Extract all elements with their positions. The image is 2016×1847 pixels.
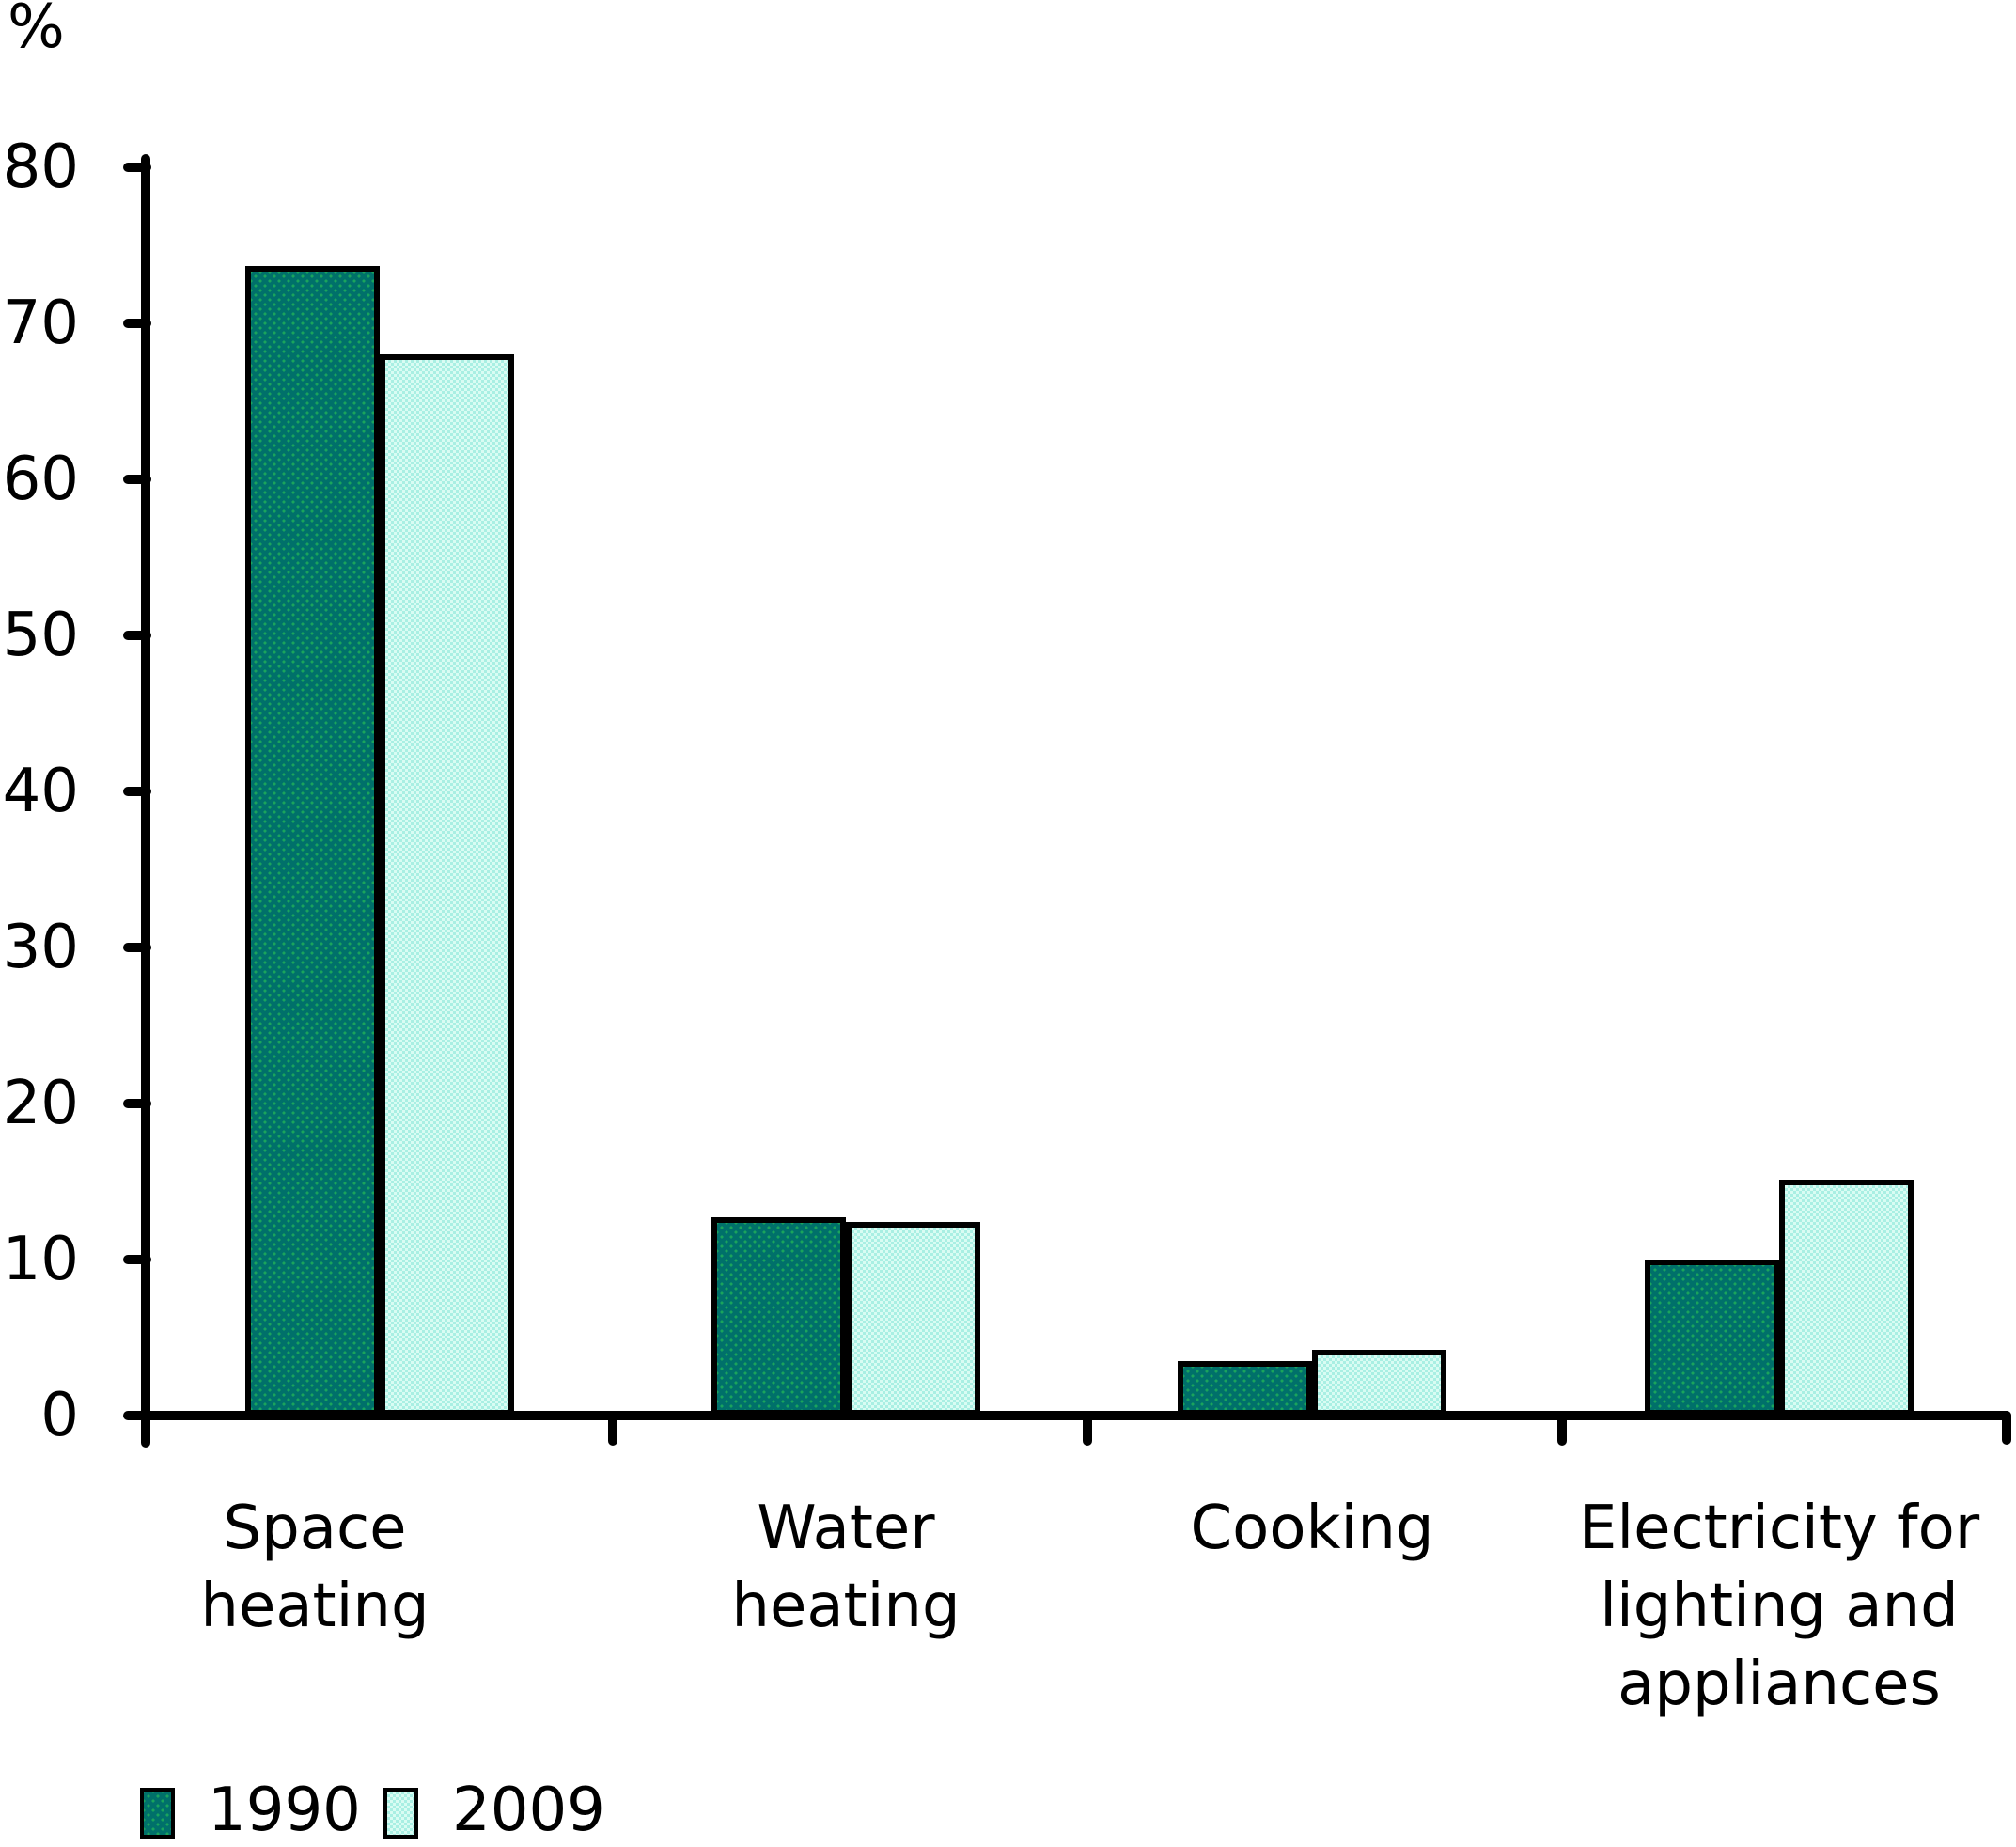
category-label-line: Space <box>223 1494 407 1563</box>
category-label-line: heating <box>731 1572 961 1641</box>
y-axis-unit-label: % <box>8 0 65 62</box>
y-axis-tick-70 <box>123 319 151 328</box>
bar-1990-electricity-for-lighting-and-appliances <box>1645 1260 1779 1416</box>
bar-2009-cooking <box>1312 1350 1446 1416</box>
category-label-electricity-for-lighting-and-appliances: Electricity for lighting and appliances <box>1535 1490 2016 1724</box>
category-label-water-heating: Water heating <box>602 1490 1090 1646</box>
y-axis-tick-label-60: 60 <box>2 445 79 514</box>
category-label-line: Electricity for <box>1578 1494 1980 1563</box>
y-axis-tick-label-30: 30 <box>2 913 79 982</box>
x-axis-end-tick <box>2002 1411 2011 1445</box>
y-axis-tick-label-80: 80 <box>2 133 79 202</box>
category-label-line: Cooking <box>1190 1494 1434 1563</box>
y-axis-line <box>141 154 150 1448</box>
legend-swatch-2009 <box>383 1788 418 1839</box>
y-axis-tick-0 <box>123 1411 151 1420</box>
y-axis-tick-50 <box>123 631 151 640</box>
category-label-cooking: Cooking <box>1068 1490 1556 1568</box>
y-axis-tick-label-0: 0 <box>40 1381 79 1450</box>
y-axis-tick-30 <box>123 943 151 952</box>
y-axis-tick-label-10: 10 <box>2 1225 79 1294</box>
y-axis-tick-80 <box>123 163 151 172</box>
x-axis-tick-3 <box>1557 1416 1567 1446</box>
legend-label-1990: 1990 <box>208 1776 361 1845</box>
bar-2009-water-heating <box>846 1222 980 1416</box>
y-axis-tick-10 <box>123 1255 151 1264</box>
legend-label-2009: 2009 <box>452 1776 605 1845</box>
category-label-line: lighting and <box>1600 1572 1959 1641</box>
y-axis-tick-60 <box>123 475 151 484</box>
category-label-space-heating: Space heating <box>70 1490 559 1646</box>
category-label-line: appliances <box>1617 1650 1941 1719</box>
category-label-line: heating <box>200 1572 430 1641</box>
category-label-line: Water <box>757 1494 935 1563</box>
bar-2009-space-heating <box>380 354 514 1416</box>
bar-2009-electricity-for-lighting-and-appliances <box>1779 1180 1914 1416</box>
x-axis-tick-1 <box>608 1416 617 1446</box>
y-axis-tick-label-50: 50 <box>2 601 79 670</box>
x-axis-tick-2 <box>1083 1416 1092 1446</box>
bar-1990-water-heating <box>711 1217 846 1416</box>
bar-1990-space-heating <box>245 265 380 1416</box>
legend-swatch-1990 <box>140 1788 175 1839</box>
y-axis-tick-label-40: 40 <box>2 757 79 826</box>
x-axis-line <box>141 1411 2011 1420</box>
bar-1990-cooking <box>1178 1360 1312 1416</box>
y-axis-tick-label-70: 70 <box>2 289 79 358</box>
y-axis-tick-20 <box>123 1099 151 1108</box>
y-axis-tick-label-20: 20 <box>2 1069 79 1138</box>
y-axis-tick-40 <box>123 787 151 796</box>
